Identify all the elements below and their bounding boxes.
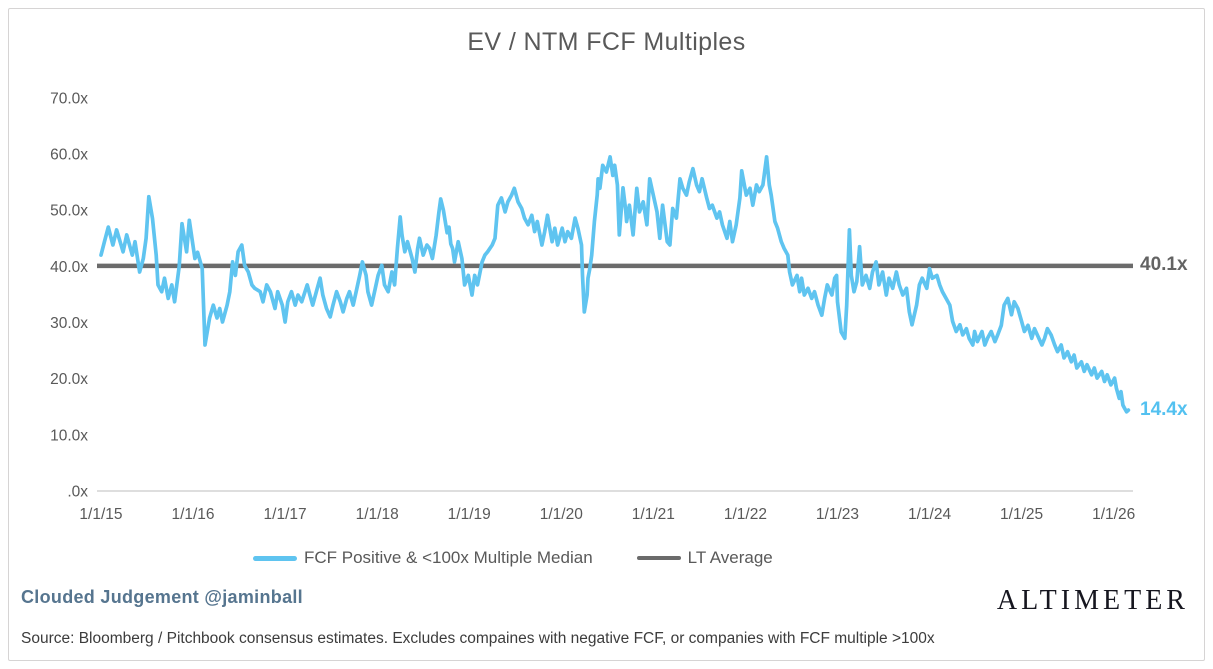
x-tick-label: 1/1/15 — [79, 506, 122, 523]
y-tick-label: 20.0x — [50, 371, 88, 388]
fcf-median-series-line — [99, 155, 1131, 414]
altimeter-logo: ALTIMETER — [996, 585, 1189, 616]
x-tick-label: 1/1/24 — [908, 506, 951, 523]
x-tick-label: 1/1/16 — [171, 506, 214, 523]
x-tick-label: 1/1/20 — [540, 506, 583, 523]
y-tick-label: 50.0x — [50, 203, 88, 220]
legend-item-lt-average: LT Average — [636, 548, 773, 568]
x-tick-label: 1/1/17 — [264, 506, 307, 523]
chart-title: EV / NTM FCF Multiples — [467, 28, 746, 56]
legend-label-fcf-median: FCF Positive & <100x Multiple Median — [304, 548, 593, 567]
y-tick-label: .0x — [67, 484, 88, 501]
x-tick-label: 1/1/21 — [632, 506, 675, 523]
x-tick-label: 1/1/18 — [356, 506, 399, 523]
latest-value-label: 14.4x — [1140, 399, 1188, 421]
x-tick-label: 1/1/25 — [1000, 506, 1043, 523]
newsletter-credit: Clouded Judgement @jaminball — [21, 587, 303, 607]
y-tick-label: 40.0x — [50, 259, 88, 276]
legend-label-lt-average: LT Average — [687, 548, 773, 567]
source-note: Source: Bloomberg / Pitchbook consensus … — [21, 630, 935, 647]
x-tick-label: 1/1/19 — [448, 506, 491, 523]
y-tick-label: 60.0x — [50, 147, 88, 164]
x-tick-label: 1/1/26 — [1092, 506, 1135, 523]
fcf-median-line-swatch — [253, 555, 297, 561]
x-tick-label: 1/1/22 — [724, 506, 767, 523]
legend-item-fcf-median: FCF Positive & <100x Multiple Median — [253, 548, 593, 568]
y-tick-label: 70.0x — [50, 90, 88, 107]
legend: FCF Positive & <100x Multiple Median LT … — [253, 548, 773, 568]
lt-average-line-swatch — [636, 556, 681, 560]
x-tick-label: 1/1/23 — [816, 506, 859, 523]
y-tick-label: 30.0x — [50, 315, 88, 332]
lt-average-value-label: 40.1x — [1140, 253, 1188, 275]
y-tick-label: 10.0x — [50, 427, 88, 444]
